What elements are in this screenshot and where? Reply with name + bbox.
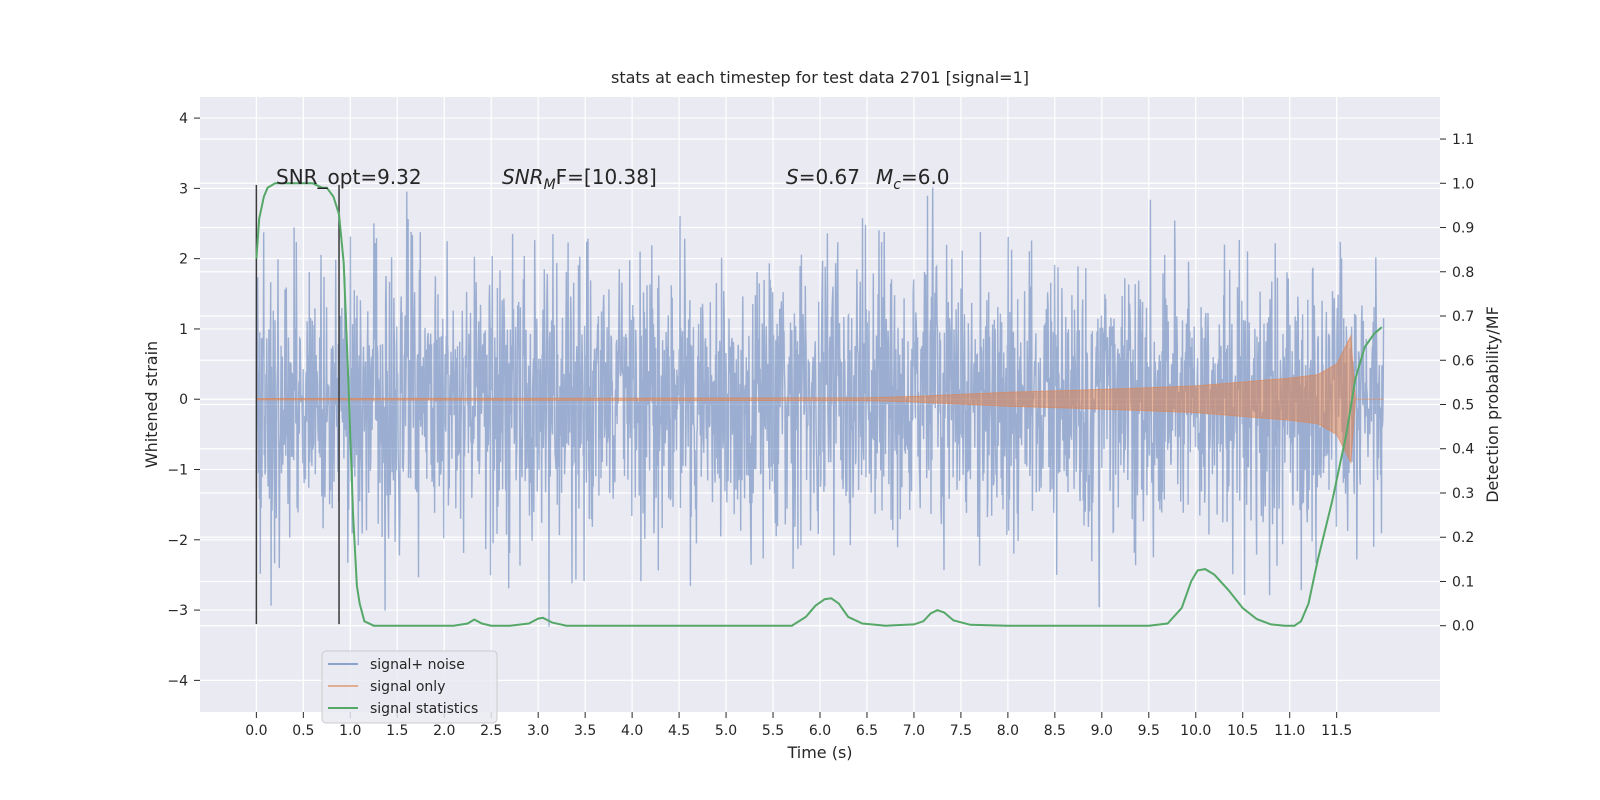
y-tick-label: 0: [179, 392, 188, 408]
x-tick-label: 10.0: [1180, 723, 1211, 739]
signal-only-series: [255, 334, 1384, 465]
x-tick-label: 4.5: [668, 723, 690, 739]
y2-tick-label: 0.8: [1452, 265, 1474, 281]
y2-axis-label: Detection probability/MF: [1483, 306, 1502, 503]
y2-tick-label: 1.0: [1452, 176, 1474, 192]
snr-mf-subscript: M: [544, 177, 556, 193]
x-tick-label: 3.5: [574, 723, 596, 739]
legend-label-signal-noise: signal+ noise: [370, 657, 465, 673]
y2-tick-label: 0.6: [1452, 353, 1474, 369]
x-tick-label: 7.0: [903, 723, 925, 739]
x-tick-label: 10.5: [1227, 723, 1258, 739]
legend: signal+ noise signal only signal statist…: [321, 650, 498, 724]
x-tick-label: 7.5: [950, 723, 972, 739]
x-tick-label: 11.0: [1274, 723, 1305, 739]
x-axis-label: Time (s): [786, 743, 852, 762]
y-tick-label: 3: [179, 181, 188, 197]
x-tick-label: 3.0: [527, 723, 549, 739]
x-tick-label: 0.5: [292, 723, 314, 739]
snr-mf-value: F=[10.38]: [556, 165, 657, 189]
signal-only-area: [255, 334, 1384, 465]
legend-label-signal-only: signal only: [370, 679, 445, 695]
axis-layer: 0.0 0.5 1.0 1.5 2.0 2.5 3.0 3.5 4.0 4.5 5.0 5.5 6.0 6…: [167, 111, 1474, 739]
y-tick-label: 1: [179, 322, 188, 338]
s-label: S: [786, 165, 799, 189]
y2-tick-label: 0.7: [1452, 309, 1474, 325]
x-tick-label: 2.0: [433, 723, 455, 739]
y-tick-label: 4: [179, 111, 188, 127]
y-tick-label: −3: [167, 603, 188, 619]
legend-label-signal-statistics: signal statistics: [370, 701, 478, 717]
x-tick-label: 11.5: [1321, 723, 1352, 739]
y-tick-label: −1: [167, 463, 188, 479]
x-tick-label: 9.5: [1138, 723, 1160, 739]
y2-tick-label: 0.4: [1452, 442, 1474, 458]
y2-tick-label: 0.5: [1452, 398, 1474, 414]
y-tick-label: −4: [167, 673, 188, 689]
y-tick-label: 2: [179, 252, 188, 268]
y2-tick-label: 0.2: [1452, 530, 1474, 546]
y-axis-label: Whitened strain: [142, 341, 161, 468]
signal-statistics-series: [255, 182, 1383, 627]
annotation-snr-mf: SNRMF=[10.38]: [502, 165, 657, 193]
x-tick-label: 1.0: [339, 723, 361, 739]
y2-tick-label: 0.1: [1452, 574, 1474, 590]
x-tick-label: 0.0: [245, 723, 267, 739]
annotation-snr-opt: SNR_opt=9.32: [276, 165, 422, 189]
x-tick-label: 6.0: [809, 723, 831, 739]
annotation-s-mc: S=0.67 Mc=6.0: [786, 165, 950, 193]
s-value: =0.67: [799, 165, 860, 189]
x-tick-label: 5.5: [762, 723, 784, 739]
x-tick-label: 2.5: [480, 723, 502, 739]
x-tick-label: 8.0: [997, 723, 1019, 739]
x-tick-label: 5.0: [715, 723, 737, 739]
legend-box: [321, 650, 498, 724]
signal-statistics-line: [255, 182, 1383, 627]
x-tick-label: 8.5: [1044, 723, 1066, 739]
y2-tick-label: 0.9: [1452, 221, 1474, 237]
x-tick-label: 4.0: [621, 723, 643, 739]
mc-value: =6.0: [901, 165, 950, 189]
x-tick-label: 9.0: [1091, 723, 1113, 739]
x-tick-label: 1.5: [386, 723, 408, 739]
mc-label: M: [876, 165, 893, 189]
y2-tick-label: 0.3: [1452, 486, 1474, 502]
y-tick-label: −2: [167, 533, 188, 549]
y2-tick-label: 0.0: [1452, 619, 1474, 635]
x-tick-label: 6.5: [856, 723, 878, 739]
snr-mf-main: SNR: [502, 165, 544, 189]
mc-subscript: c: [893, 177, 901, 193]
y2-tick-label: 1.1: [1452, 132, 1474, 148]
chart-title: stats at each timestep for test data 270…: [611, 68, 1029, 87]
